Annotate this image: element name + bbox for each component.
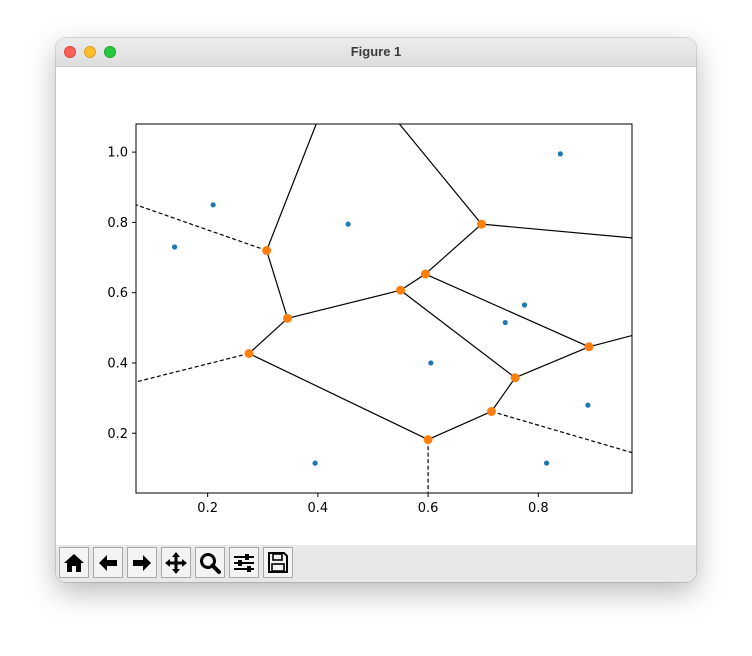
back-button[interactable] xyxy=(93,547,123,578)
maximize-window-button[interactable] xyxy=(104,46,116,58)
voronoi-vertex xyxy=(283,313,293,323)
input-point xyxy=(557,151,563,157)
y-tick-label: 0.8 xyxy=(107,216,128,231)
x-tick-label: 0.8 xyxy=(528,501,549,516)
voronoi-vertex xyxy=(510,373,520,383)
floppy-disk-icon xyxy=(268,552,288,573)
arrow-left-icon xyxy=(99,555,117,571)
voronoi-edge xyxy=(398,124,483,225)
input-point xyxy=(171,244,178,250)
navigation-toolbar xyxy=(56,545,696,582)
voronoi-vertex xyxy=(396,285,406,295)
voronoi-vertex xyxy=(420,269,430,279)
voronoi-edge xyxy=(400,273,426,291)
voronoi-edge xyxy=(427,410,492,441)
voronoi-vertex xyxy=(244,348,254,358)
y-tick-label: 1.0 xyxy=(107,146,128,161)
save-button[interactable] xyxy=(263,547,293,578)
voronoi-edge xyxy=(248,317,288,354)
close-window-button[interactable] xyxy=(64,46,76,58)
voronoi-infinite-edge xyxy=(491,410,632,454)
edges-layer xyxy=(136,124,632,493)
ticks-layer: 0.2 0.4 0.6 0.8 0.2 0.4 0.6 0.8 1.0 xyxy=(107,146,548,516)
voronoi-edge xyxy=(266,250,289,319)
voronoi-edge xyxy=(425,273,590,348)
minimize-window-button[interactable] xyxy=(84,46,96,58)
arrow-right-icon xyxy=(133,555,151,571)
voronoi-edge xyxy=(481,223,632,239)
voronoi-vertex xyxy=(486,406,496,416)
forward-button[interactable] xyxy=(127,547,157,578)
voronoi-vertex xyxy=(423,435,433,445)
input-point xyxy=(345,221,351,227)
voronoi-infinite-edge xyxy=(136,204,267,252)
zoom-button[interactable] xyxy=(195,547,225,578)
title-bar: Figure 1 xyxy=(56,38,696,67)
x-tick-label: 0.6 xyxy=(418,501,439,516)
move-icon xyxy=(165,552,187,574)
voronoi-vertex xyxy=(262,246,272,256)
input-point xyxy=(312,460,318,466)
input-point xyxy=(521,302,528,308)
x-tick-label: 0.4 xyxy=(308,501,329,516)
sliders-icon xyxy=(234,554,254,572)
y-tick-label: 0.6 xyxy=(107,286,128,301)
y-tick-label: 0.4 xyxy=(107,356,128,371)
voronoi-edge xyxy=(514,346,590,379)
x-tick-label: 0.2 xyxy=(197,501,218,516)
input-point xyxy=(585,402,591,408)
configure-subplots-button[interactable] xyxy=(229,547,259,578)
points-layer xyxy=(171,151,591,466)
home-icon xyxy=(64,554,84,572)
window-title: Figure 1 xyxy=(350,44,402,59)
voronoi-vertex xyxy=(584,342,594,352)
input-point xyxy=(428,360,434,366)
voronoi-edge xyxy=(400,289,516,379)
home-button[interactable] xyxy=(59,547,89,578)
voronoi-edge xyxy=(588,334,632,348)
voronoi-infinite-edge xyxy=(136,352,250,383)
voronoi-edge xyxy=(490,377,516,412)
voronoi-edge xyxy=(424,223,482,275)
input-point xyxy=(502,319,508,326)
voronoi-vertex xyxy=(477,219,487,229)
figure-window: Figure 1 0.2 0.4 0.6 0.8 0.2 0.4 0.6 0.8 1.0 xyxy=(56,38,696,582)
figure-canvas: 0.2 0.4 0.6 0.8 0.2 0.4 0.6 0.8 1.0 xyxy=(56,67,696,545)
input-point xyxy=(543,460,550,466)
axes-frame xyxy=(135,123,633,494)
voronoi-edge xyxy=(248,352,429,441)
voronoi-edge xyxy=(287,289,401,319)
pan-button[interactable] xyxy=(161,547,191,578)
vertices-layer xyxy=(244,219,594,445)
y-tick-label: 0.2 xyxy=(107,427,128,442)
voronoi-edge xyxy=(266,124,317,251)
input-point xyxy=(210,202,216,208)
magnifier-icon xyxy=(200,553,221,574)
voronoi-plot: 0.2 0.4 0.6 0.8 0.2 0.4 0.6 0.8 1.0 xyxy=(107,123,633,516)
